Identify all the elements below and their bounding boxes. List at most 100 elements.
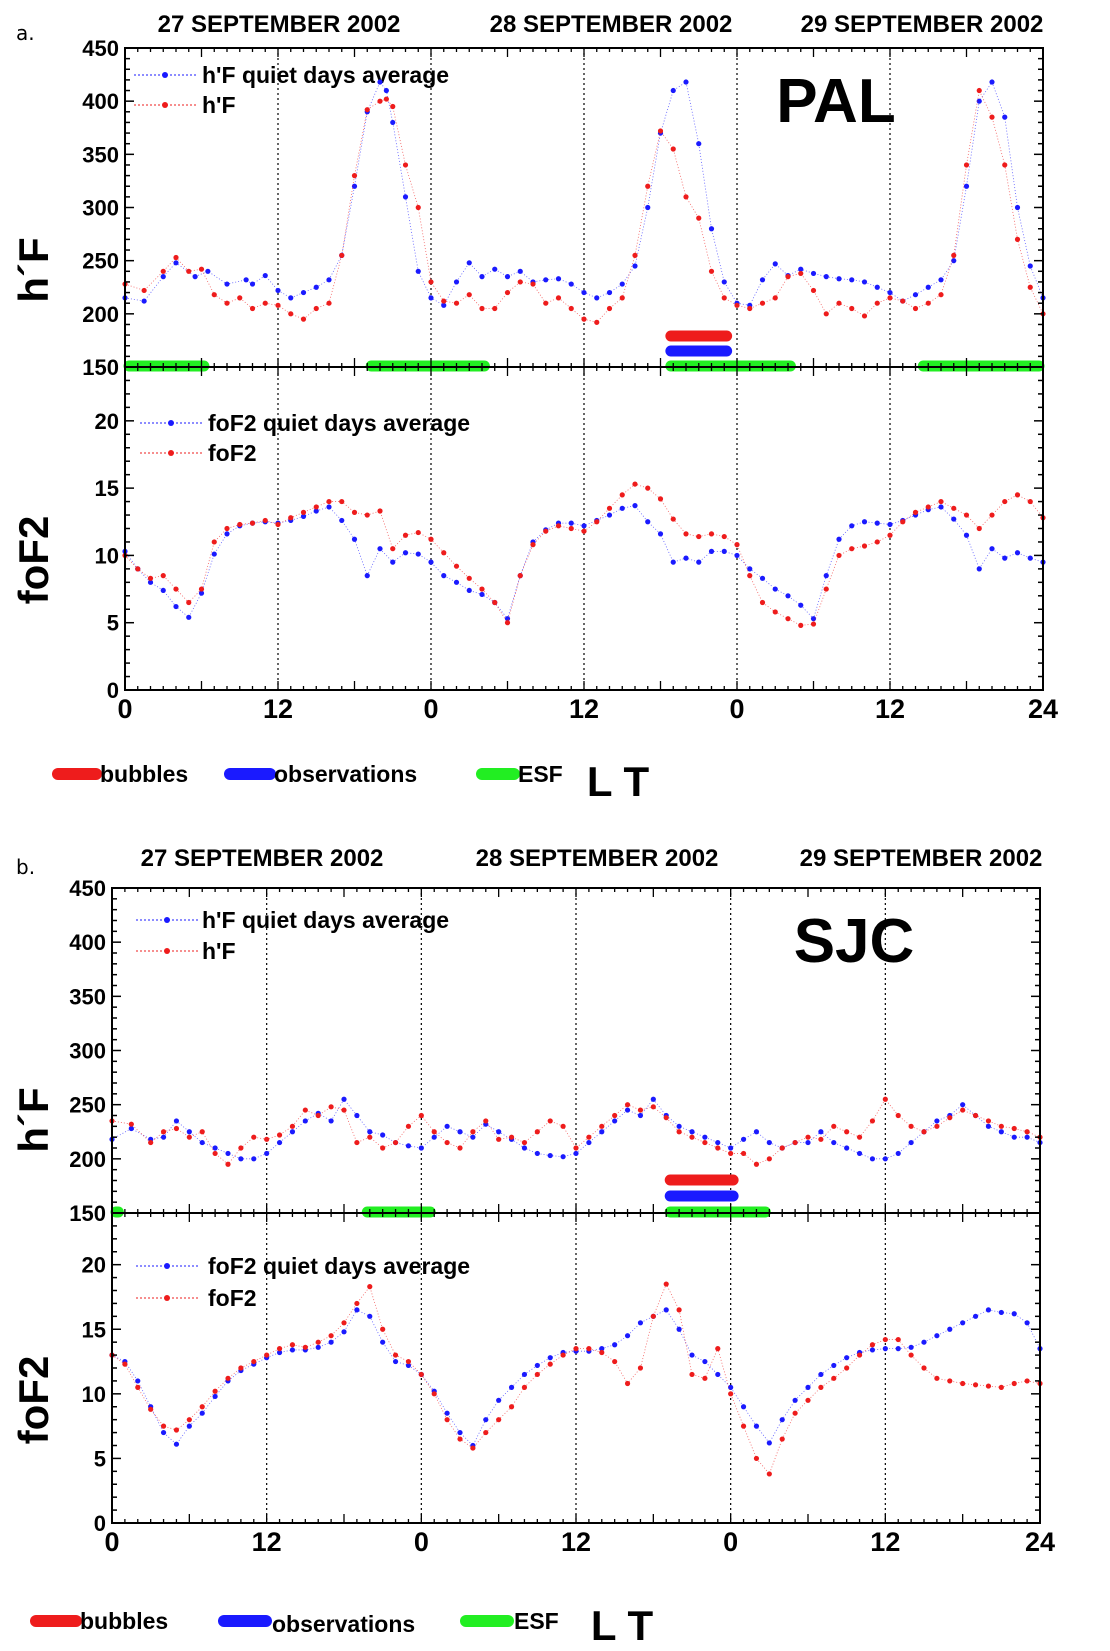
hF-point	[925, 284, 931, 290]
hF-point	[483, 1118, 489, 1124]
hF-point	[963, 162, 970, 168]
foF2-point	[985, 1307, 992, 1313]
hF-point	[418, 1145, 424, 1151]
hF-point	[392, 1139, 399, 1146]
y-tick-label-hF: 400	[82, 89, 119, 114]
hF-point	[160, 274, 166, 280]
hF-point	[380, 1145, 386, 1151]
hF-point	[960, 1102, 966, 1108]
foF2-point	[547, 1355, 553, 1361]
hF-point	[836, 276, 842, 282]
hF-point	[441, 298, 447, 304]
foF2-point	[225, 1375, 231, 1381]
foF2-point	[341, 1320, 347, 1326]
foF2-point	[1027, 555, 1033, 561]
y-tick-label-hF: 150	[82, 355, 119, 380]
foF2-point	[612, 1358, 618, 1365]
hF-point	[326, 277, 332, 283]
hF-point	[599, 1129, 605, 1135]
hF-point	[1024, 1134, 1030, 1140]
foF2-point	[874, 520, 880, 526]
hF-point	[390, 119, 396, 126]
hF-point	[351, 183, 358, 189]
y-tick-label-foF2: 15	[95, 476, 119, 501]
foF2-point	[262, 517, 268, 524]
legend-label-esf: ESF	[514, 1608, 559, 1634]
foF2-point	[431, 1391, 437, 1397]
bottom-legend: bubbles observations ESF L T	[52, 758, 649, 805]
foF2-point	[1014, 492, 1021, 498]
foF2-point	[650, 1313, 656, 1319]
hF-point	[402, 194, 409, 200]
foF2-point	[934, 1375, 940, 1381]
foF2-point	[670, 559, 676, 565]
foF2-point	[428, 559, 434, 565]
hF-point	[568, 281, 574, 287]
hF-point	[586, 1134, 592, 1140]
hF-series-line-1	[124, 89, 1044, 323]
foF2-point	[555, 523, 562, 529]
hF-point	[390, 103, 396, 110]
hF-point	[186, 1134, 192, 1140]
hF-point	[844, 1145, 850, 1151]
hF-point	[534, 1150, 540, 1157]
hF-point	[264, 1150, 270, 1157]
foF2-point	[908, 1344, 914, 1350]
hF-point	[728, 1150, 734, 1157]
hF-point	[921, 1129, 927, 1135]
hF-point	[624, 1102, 631, 1108]
hF-point	[354, 1112, 360, 1119]
foF2-point	[237, 521, 243, 528]
foF2-point	[683, 531, 689, 537]
hF-point	[895, 1150, 901, 1157]
legend-label-quiet: foF2 quiet days average	[208, 1253, 470, 1279]
hF-point	[199, 1129, 205, 1135]
hF-point	[547, 1118, 553, 1124]
foF2-point	[160, 1429, 167, 1436]
hF-point	[849, 305, 855, 312]
foF2-point	[444, 1417, 450, 1423]
hF-point	[128, 1121, 134, 1127]
hF-point	[772, 261, 778, 267]
hF-point	[264, 1136, 270, 1142]
hF-point	[759, 277, 766, 283]
foF2-point	[466, 575, 472, 581]
y-tick-label-foF2: 20	[82, 1253, 106, 1278]
foF2-point	[785, 593, 791, 599]
y-tick-label-hF: 450	[69, 876, 106, 901]
foF2-point	[779, 1436, 785, 1442]
hF-point	[428, 279, 434, 285]
y-axis-label-foF2: foF2	[10, 516, 57, 605]
x-tick-label: 0	[423, 694, 438, 724]
hF-point	[721, 295, 727, 301]
foF2-point	[624, 1333, 631, 1339]
hF-point	[759, 300, 766, 306]
x-tick-label: 12	[252, 1527, 282, 1557]
foF2-point	[908, 1352, 914, 1358]
hF-point	[224, 300, 230, 306]
hF-point	[882, 1156, 888, 1162]
foF2-point	[798, 602, 804, 608]
hF-point	[849, 277, 855, 283]
hF-point	[313, 305, 319, 312]
hF-point	[645, 183, 651, 189]
foF2-point	[441, 573, 447, 579]
hF-point	[951, 258, 957, 264]
hF-point	[212, 1145, 218, 1151]
foF2-point	[402, 532, 409, 538]
panel-letter: b.	[16, 855, 35, 879]
x-tick-label: 24	[1025, 1527, 1055, 1557]
hF-point	[479, 305, 485, 312]
hF-point	[300, 316, 307, 322]
foF2-point	[792, 1397, 798, 1403]
hF-point	[383, 87, 389, 94]
hF-point	[492, 266, 498, 272]
foF2-point	[785, 616, 791, 622]
hF-point	[766, 1139, 772, 1146]
hF-point	[985, 1118, 992, 1124]
foF2-point	[351, 536, 358, 542]
foF2-point	[479, 591, 485, 598]
foF2-point	[147, 579, 154, 585]
legend-label-observed: h'F	[202, 938, 236, 964]
foF2-point	[186, 614, 192, 620]
